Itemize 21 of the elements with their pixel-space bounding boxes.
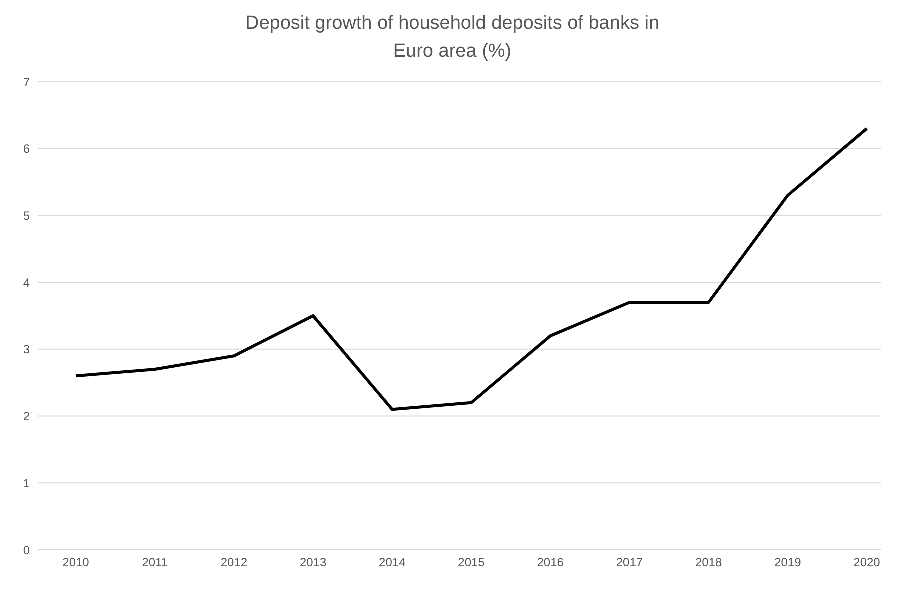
x-tick-label: 2011 (142, 556, 168, 570)
x-tick-label: 2016 (537, 556, 564, 570)
x-tick-label: 2018 (695, 556, 722, 570)
x-tick-label: 2017 (616, 556, 644, 570)
y-tick-label: 7 (23, 75, 30, 90)
chart-title: Deposit growth of household deposits of banks in Euro area (%) (244, 12, 661, 64)
y-tick-label: 1 (23, 476, 30, 490)
y-tick-label: 3 (23, 342, 30, 357)
x-tick-label: 2015 (458, 556, 486, 570)
x-tick-label: 2014 (379, 556, 406, 570)
x-tick-label: 2020 (854, 556, 881, 570)
y-tick-label: 5 (23, 208, 30, 223)
x-tick-label: 2013 (300, 556, 327, 570)
y-tick-label: 4 (23, 276, 30, 290)
x-tick-label: 2010 (62, 556, 90, 570)
y-tick-label: 0 (23, 543, 30, 558)
y-tick-label: 6 (23, 142, 30, 156)
y-tick-label: 2 (23, 410, 30, 424)
x-tick-label: 2019 (774, 556, 802, 570)
line-series (74, 127, 868, 412)
x-tick-label: 2012 (220, 556, 248, 570)
